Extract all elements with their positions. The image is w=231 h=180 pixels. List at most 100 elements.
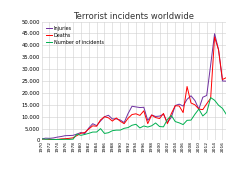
- Injuries: [91, 123, 94, 125]
- Injuries: [217, 48, 220, 51]
- Deaths: [48, 138, 51, 141]
- Number of incidents: [217, 104, 220, 106]
- Number of incidents: [174, 120, 177, 123]
- Deaths: [40, 139, 43, 141]
- Number of incidents: [209, 96, 212, 99]
- Number of incidents: [146, 126, 149, 128]
- Injuries: [201, 96, 204, 98]
- Deaths: [123, 123, 125, 125]
- Deaths: [135, 113, 137, 115]
- Title: Terrorist incidents worldwide: Terrorist incidents worldwide: [73, 12, 195, 21]
- Number of incidents: [213, 99, 216, 101]
- Injuries: [83, 132, 86, 135]
- Deaths: [158, 118, 161, 120]
- Number of incidents: [91, 131, 94, 133]
- Injuries: [111, 118, 114, 120]
- Deaths: [217, 49, 220, 51]
- Deaths: [162, 112, 165, 114]
- Number of incidents: [72, 138, 74, 140]
- Number of incidents: [95, 131, 98, 133]
- Number of incidents: [111, 130, 114, 132]
- Number of incidents: [178, 122, 181, 124]
- Deaths: [154, 116, 157, 119]
- Number of incidents: [79, 134, 82, 136]
- Number of incidents: [76, 133, 78, 135]
- Deaths: [99, 119, 102, 121]
- Number of incidents: [166, 118, 169, 120]
- Deaths: [72, 137, 74, 139]
- Deaths: [150, 114, 153, 116]
- Legend: Injuries, Deaths, Number of incidents: Injuries, Deaths, Number of incidents: [46, 25, 104, 45]
- Number of incidents: [205, 111, 208, 113]
- Number of incidents: [170, 114, 173, 117]
- Deaths: [119, 120, 122, 122]
- Deaths: [60, 138, 63, 140]
- Number of incidents: [143, 125, 145, 127]
- Injuries: [170, 116, 173, 118]
- Injuries: [166, 122, 169, 124]
- Deaths: [131, 113, 133, 116]
- Deaths: [166, 123, 169, 125]
- Number of incidents: [44, 138, 47, 140]
- Deaths: [64, 138, 67, 140]
- Injuries: [87, 127, 90, 129]
- Deaths: [178, 105, 181, 107]
- Injuries: [127, 112, 129, 115]
- Injuries: [99, 120, 102, 122]
- Injuries: [162, 113, 165, 115]
- Deaths: [221, 78, 224, 81]
- Injuries: [186, 98, 188, 100]
- Number of incidents: [201, 115, 204, 117]
- Number of incidents: [190, 119, 192, 121]
- Number of incidents: [194, 113, 196, 115]
- Number of incidents: [64, 138, 67, 140]
- Injuries: [60, 135, 63, 138]
- Injuries: [225, 80, 228, 82]
- Injuries: [135, 106, 137, 108]
- Number of incidents: [123, 127, 125, 129]
- Deaths: [146, 123, 149, 125]
- Line: Injuries: Injuries: [42, 34, 226, 139]
- Injuries: [174, 104, 177, 107]
- Deaths: [209, 97, 212, 99]
- Injuries: [146, 119, 149, 122]
- Number of incidents: [131, 124, 133, 126]
- Deaths: [194, 104, 196, 106]
- Number of incidents: [68, 138, 70, 140]
- Deaths: [213, 36, 216, 38]
- Deaths: [103, 116, 106, 118]
- Line: Number of incidents: Number of incidents: [42, 98, 226, 140]
- Injuries: [79, 131, 82, 134]
- Deaths: [95, 125, 98, 127]
- Injuries: [68, 134, 70, 137]
- Injuries: [158, 115, 161, 117]
- Number of incidents: [52, 138, 55, 141]
- Injuries: [221, 80, 224, 82]
- Injuries: [95, 125, 98, 127]
- Number of incidents: [182, 123, 185, 126]
- Injuries: [40, 138, 43, 140]
- Injuries: [198, 108, 200, 110]
- Number of incidents: [103, 132, 106, 134]
- Injuries: [115, 118, 118, 120]
- Deaths: [115, 117, 118, 119]
- Injuries: [52, 137, 55, 139]
- Injuries: [182, 105, 185, 107]
- Number of incidents: [127, 127, 129, 129]
- Injuries: [150, 114, 153, 116]
- Injuries: [64, 135, 67, 137]
- Injuries: [107, 114, 110, 116]
- Deaths: [44, 139, 47, 141]
- Deaths: [205, 103, 208, 105]
- Number of incidents: [119, 129, 122, 131]
- Injuries: [213, 33, 216, 35]
- Deaths: [186, 86, 188, 88]
- Injuries: [139, 106, 141, 109]
- Deaths: [68, 137, 70, 140]
- Number of incidents: [186, 119, 188, 122]
- Number of incidents: [87, 132, 90, 134]
- Injuries: [76, 133, 78, 135]
- Number of incidents: [154, 122, 157, 124]
- Deaths: [139, 114, 141, 116]
- Number of incidents: [150, 125, 153, 127]
